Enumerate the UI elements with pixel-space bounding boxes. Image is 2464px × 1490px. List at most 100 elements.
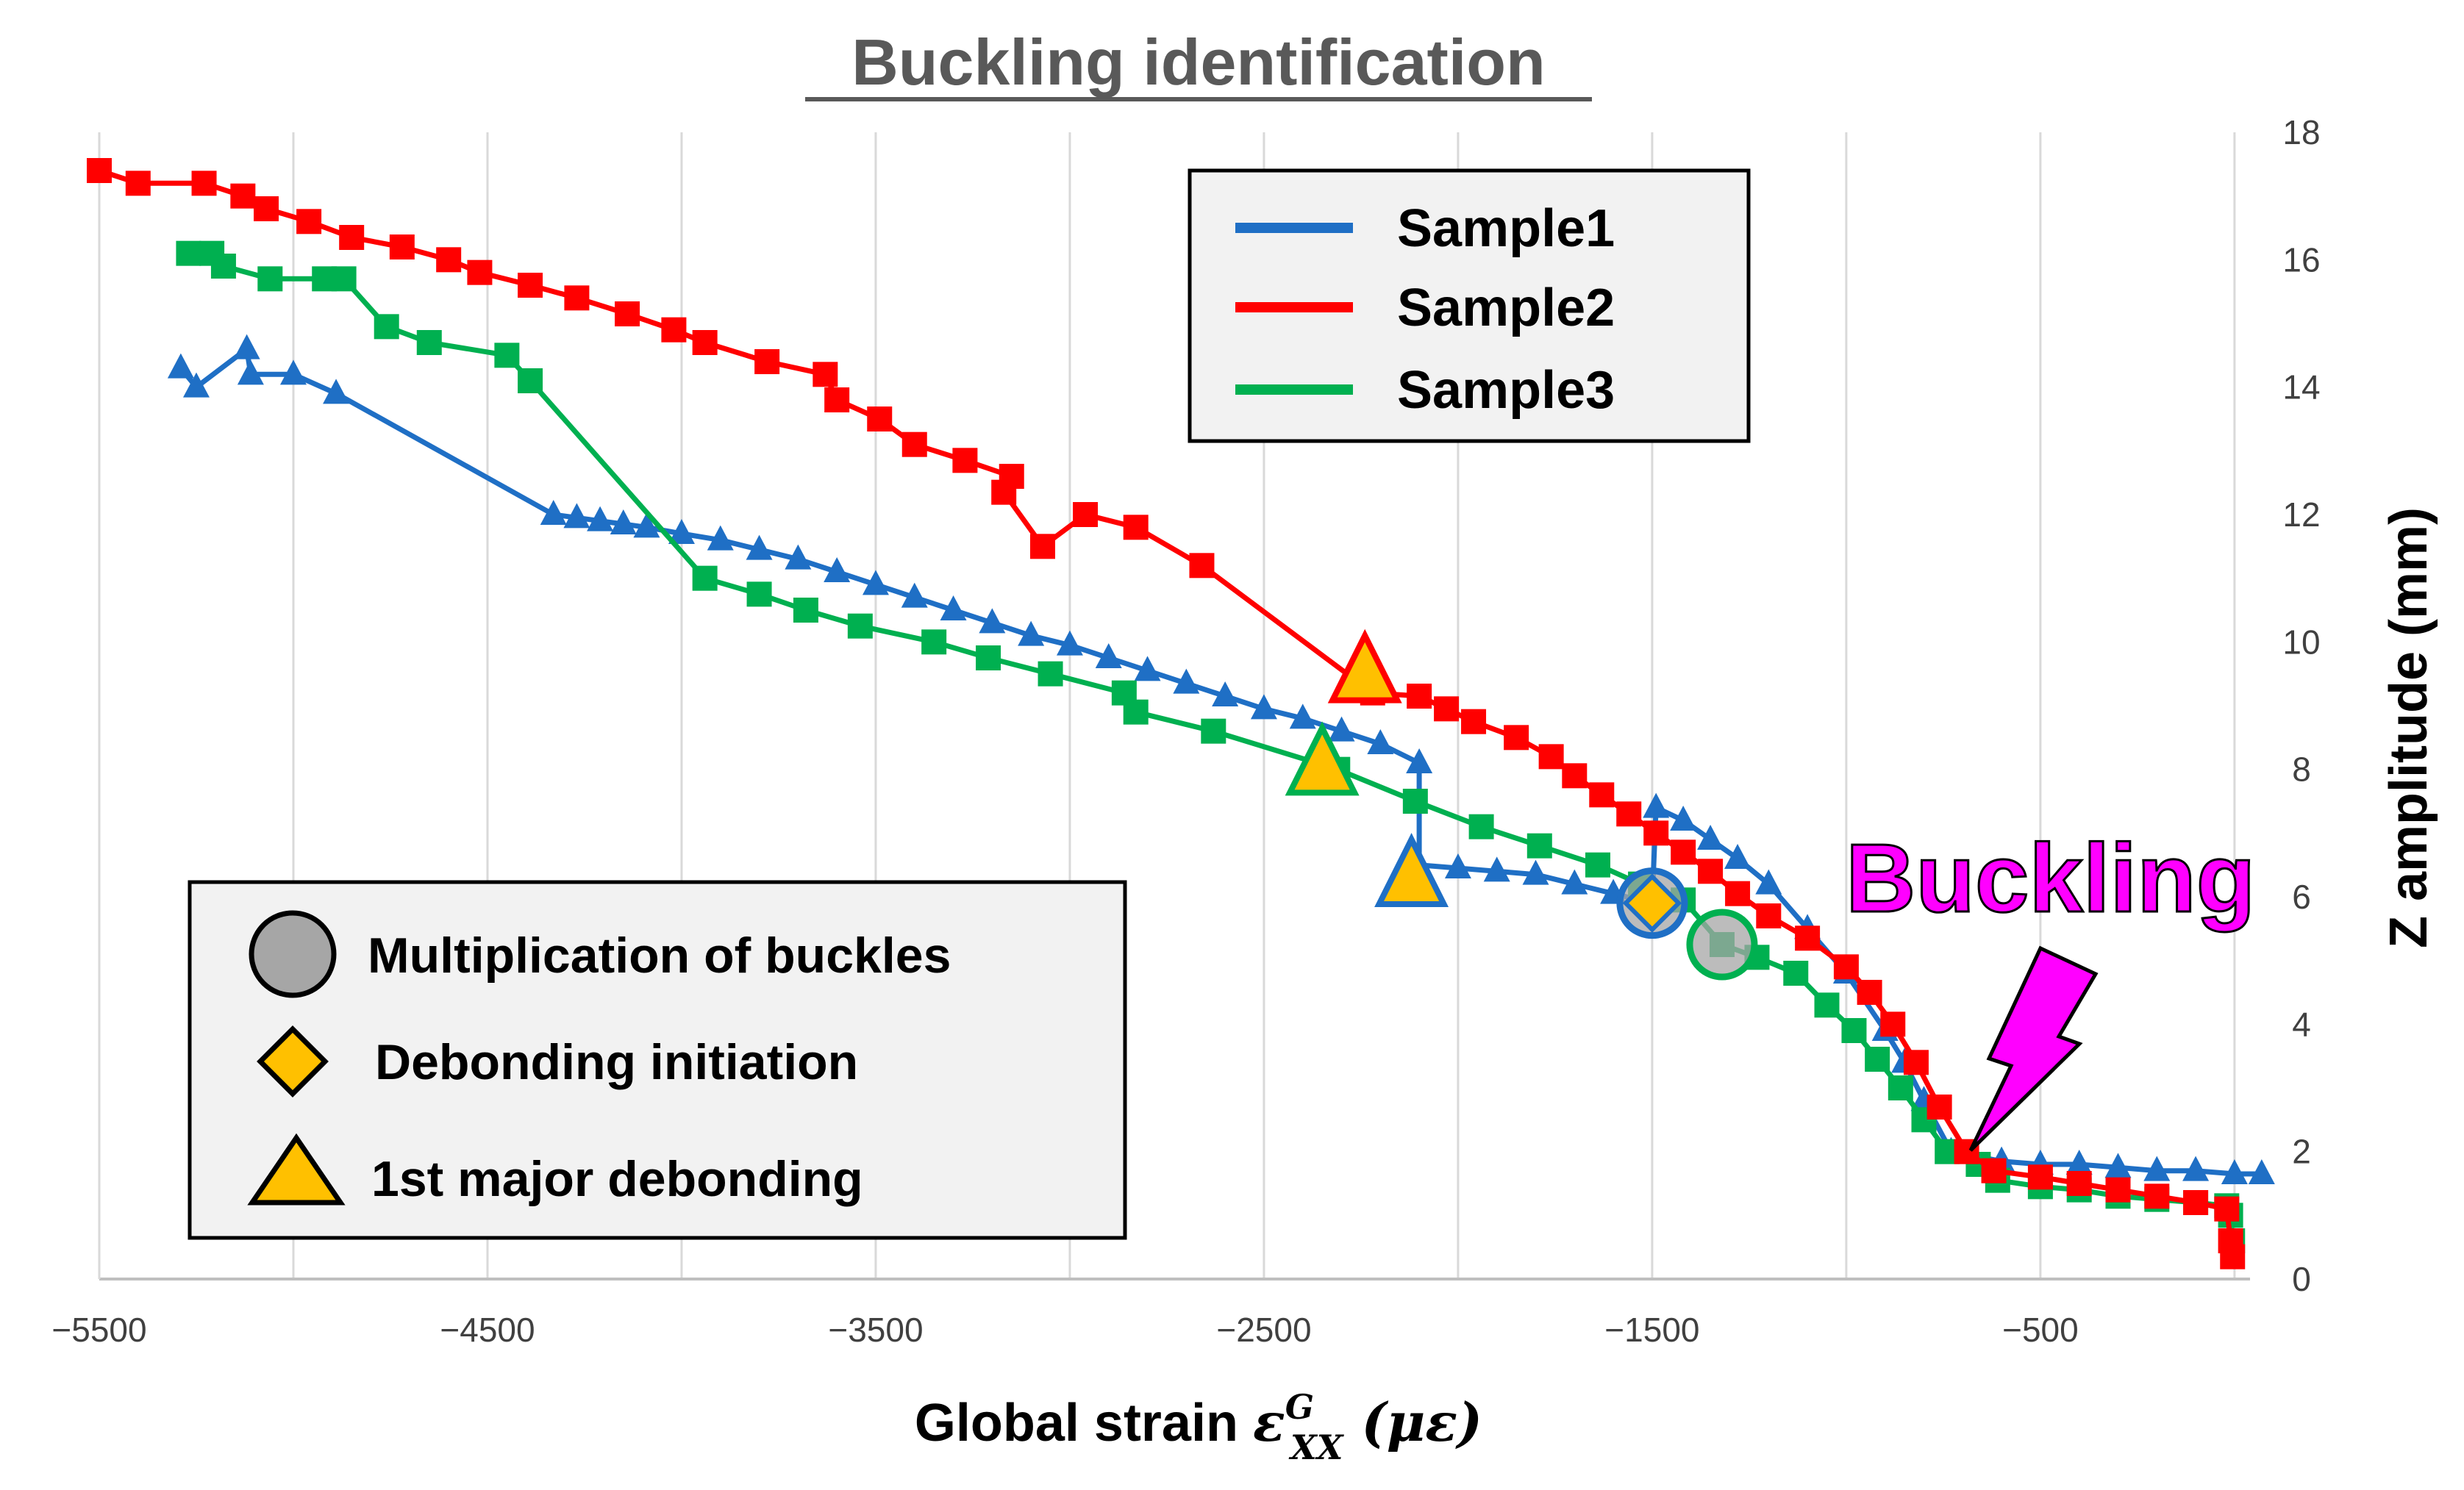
data-point-sample3 — [1814, 992, 1840, 1018]
data-point-sample3 — [793, 598, 818, 623]
data-point-sample2 — [2066, 1171, 2092, 1196]
event-triangle-sample1 — [1374, 833, 1449, 907]
x-axis-title: Global strain εG XX (με) — [915, 1387, 1482, 1467]
x-tick-label: −4500 — [440, 1311, 535, 1349]
y-axis-title: Z amplitude (mm) — [2379, 507, 2438, 948]
data-point-sample3 — [1585, 852, 1610, 878]
data-point-sample2 — [754, 349, 780, 374]
data-point-sample1 — [901, 582, 928, 608]
data-point-sample2 — [436, 247, 462, 273]
data-point-sample3 — [1783, 961, 1809, 986]
data-point-sample1 — [1095, 643, 1122, 668]
x-tick-label: −3500 — [828, 1311, 923, 1349]
data-point-sample2 — [867, 406, 893, 431]
data-point-sample2 — [1504, 725, 1529, 751]
data-point-sample2 — [2214, 1196, 2240, 1222]
data-point-sample1 — [1561, 869, 1588, 895]
event-diamond-sample1 — [1622, 873, 1682, 933]
data-point-sample2 — [1833, 954, 1859, 980]
data-point-sample3 — [847, 613, 873, 639]
buckling-label: Buckling — [1846, 824, 2255, 932]
axes: −5500 −4500 −3500 −2500 −1500 −500 0 2 4 6 8 10 12 14… — [51, 113, 2320, 1349]
series-legend: Sample1 Sample2 Sample3 — [1188, 168, 1751, 443]
data-point-sample1 — [279, 359, 307, 385]
series-sample2 — [87, 158, 2246, 1269]
data-point-sample1 — [1444, 853, 1471, 878]
data-point-sample2 — [1725, 881, 1751, 906]
data-point-sample2 — [125, 171, 151, 196]
data-point-sample2 — [1926, 1095, 1952, 1120]
data-point-sample2 — [1434, 696, 1460, 722]
data-point-sample2 — [1756, 903, 1782, 928]
data-point-sample1 — [862, 570, 889, 595]
data-point-sample2 — [564, 285, 590, 311]
data-point-sample2 — [1981, 1158, 2007, 1183]
x-tick-label: −1500 — [1604, 1311, 1699, 1349]
data-point-sample2 — [1880, 1011, 1906, 1037]
data-point-sample3 — [257, 266, 283, 292]
data-point-sample1 — [182, 372, 210, 398]
data-point-sample1 — [2221, 1159, 2248, 1184]
x-axis-title-symbol: ε — [1253, 1391, 1285, 1453]
x-axis-title-unit: (με) — [1343, 1391, 1482, 1453]
data-point-sample2 — [339, 225, 365, 250]
legend-label-major-debonding: 1st major debonding — [371, 1151, 863, 1207]
chart-title: Buckling identification — [851, 26, 1546, 99]
y-tick-label: 6 — [2292, 878, 2311, 916]
data-point-sample2 — [2105, 1177, 2131, 1203]
data-point-sample3 — [374, 314, 399, 340]
data-point-sample3 — [1402, 789, 1428, 814]
data-point-sample2 — [230, 183, 256, 209]
x-axis-title-superscript: G — [1285, 1387, 1314, 1427]
data-point-sample2 — [518, 273, 543, 298]
data-point-sample3 — [692, 565, 718, 591]
data-point-sample3 — [176, 240, 201, 266]
data-point-sample2 — [389, 234, 415, 259]
event-triangle-sample3 — [1285, 721, 1360, 796]
data-point-sample2 — [1616, 801, 1642, 827]
data-point-sample1 — [979, 608, 1006, 634]
legend-label-debonding-initiation: Debonding initiation — [375, 1034, 858, 1090]
data-point-sample2 — [254, 196, 279, 221]
data-point-sample1 — [1018, 620, 1045, 646]
data-point-sample3 — [1526, 833, 1552, 859]
y-tick-label: 2 — [2292, 1133, 2311, 1171]
data-point-sample1 — [610, 509, 637, 534]
data-point-sample1 — [2104, 1153, 2132, 1178]
y-tick-label: 16 — [2282, 240, 2320, 279]
data-point-sample2 — [1698, 859, 1724, 884]
legend-triangle-icon — [247, 1133, 346, 1206]
event-triangle-sample2 — [1327, 628, 1402, 703]
data-point-sample1 — [1643, 792, 1670, 818]
data-point-sample1 — [563, 503, 590, 529]
y-tick-label: 8 — [2292, 751, 2311, 789]
data-point-sample2 — [467, 259, 493, 285]
data-point-sample2 — [87, 158, 112, 183]
data-point-sample1 — [1056, 630, 1083, 656]
data-point-sample2 — [1589, 782, 1615, 808]
x-tick-label: −2500 — [1216, 1311, 1311, 1349]
data-point-sample3 — [1201, 718, 1226, 744]
data-point-sample3 — [1038, 661, 1063, 687]
data-point-sample2 — [1123, 515, 1149, 540]
data-point-sample1 — [1212, 681, 1239, 706]
legend-label-sample1: Sample1 — [1397, 199, 1615, 258]
data-point-sample2 — [952, 448, 978, 473]
legend-label-multiplication: Multiplication of buckles — [368, 928, 951, 984]
data-point-sample3 — [746, 581, 772, 607]
data-point-sample2 — [1189, 553, 1215, 579]
y-tick-label: 12 — [2282, 495, 2320, 534]
data-point-sample1 — [824, 557, 851, 582]
data-point-sample3 — [494, 343, 520, 368]
x-tick-label: −500 — [2002, 1311, 2079, 1349]
data-point-sample2 — [2144, 1183, 2170, 1209]
data-point-sample2 — [296, 209, 322, 234]
data-point-sample2 — [615, 301, 640, 326]
legend-diamond-icon — [257, 1025, 329, 1097]
data-point-sample1 — [1250, 694, 1277, 720]
y-tick-label: 4 — [2292, 1005, 2311, 1043]
legend-label-sample3: Sample3 — [1397, 361, 1615, 420]
data-point-sample2 — [1029, 534, 1055, 559]
data-point-sample1 — [785, 544, 812, 570]
data-point-sample3 — [1865, 1047, 1890, 1072]
